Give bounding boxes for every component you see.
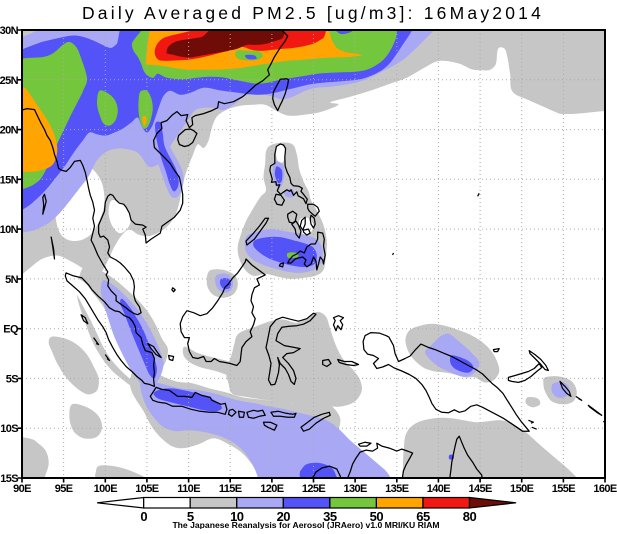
svg-text:100E: 100E xyxy=(94,483,118,495)
svg-text:The Japanese Reanalysis for Ae: The Japanese Reanalysis for Aerosol (JRA… xyxy=(172,520,439,529)
svg-text:0: 0 xyxy=(140,509,147,524)
svg-text:80: 80 xyxy=(463,509,477,524)
svg-text:10N: 10N xyxy=(0,224,19,236)
svg-text:115E: 115E xyxy=(219,483,242,495)
svg-text:95E: 95E xyxy=(55,483,73,495)
svg-text:50: 50 xyxy=(370,509,384,524)
svg-text:105E: 105E xyxy=(135,483,159,495)
svg-text:145E: 145E xyxy=(468,483,492,495)
svg-text:155E: 155E xyxy=(552,483,576,495)
svg-text:90E: 90E xyxy=(13,483,31,495)
svg-text:15S: 15S xyxy=(0,473,18,485)
svg-text:150E: 150E xyxy=(510,483,534,495)
svg-text:140E: 140E xyxy=(427,483,451,495)
svg-text:35: 35 xyxy=(323,509,337,524)
svg-text:15N: 15N xyxy=(0,174,19,186)
svg-text:5N: 5N xyxy=(5,274,19,286)
svg-text:120E: 120E xyxy=(260,483,284,495)
svg-text:20N: 20N xyxy=(0,125,19,137)
svg-text:5: 5 xyxy=(187,509,194,524)
svg-text:130E: 130E xyxy=(343,483,367,495)
svg-text:135E: 135E xyxy=(385,483,409,495)
svg-text:125E: 125E xyxy=(302,483,326,495)
svg-text:5S: 5S xyxy=(6,373,19,385)
svg-text:25N: 25N xyxy=(0,75,19,87)
svg-text:65: 65 xyxy=(416,509,430,524)
svg-text:10: 10 xyxy=(230,509,244,524)
svg-text:10S: 10S xyxy=(0,423,18,435)
svg-text:Daily Averaged PM2.5 [ug/m3]:: Daily Averaged PM2.5 [ug/m3]: 16May2014 xyxy=(82,3,544,23)
svg-text:20: 20 xyxy=(277,509,291,524)
svg-text:EQ: EQ xyxy=(3,324,19,336)
svg-text:30N: 30N xyxy=(0,25,19,37)
svg-text:110E: 110E xyxy=(177,483,200,495)
svg-text:160E: 160E xyxy=(593,483,617,495)
